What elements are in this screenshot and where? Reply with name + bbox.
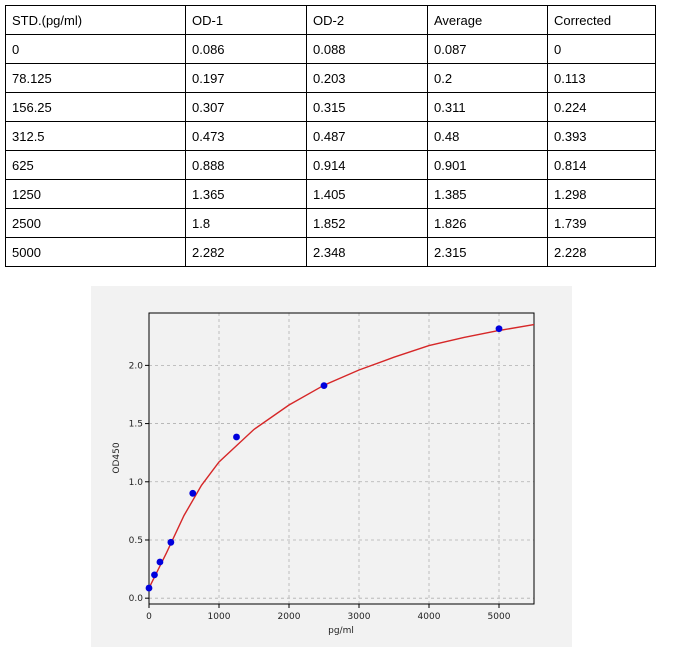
- y-tick-label: 2.0: [129, 361, 144, 371]
- x-tick-label: 1000: [208, 612, 231, 622]
- chart-background: [91, 286, 572, 647]
- x-tick-label: 3000: [348, 612, 371, 622]
- table-row: 2500 1.8 1.852 1.826 1.739: [5, 208, 656, 238]
- table-row: 156.25 0.307 0.315 0.311 0.224: [5, 92, 656, 122]
- table-cell: 0.2: [427, 63, 548, 93]
- data-point: [167, 538, 175, 546]
- table-header-cell: OD-1: [185, 5, 307, 35]
- table-cell: 0.113: [547, 63, 656, 93]
- table-cell: 1.739: [547, 208, 656, 238]
- table-cell: 0.48: [427, 121, 548, 151]
- table-cell: 2500: [5, 208, 186, 238]
- x-tick-label: 4000: [418, 612, 441, 622]
- data-point: [233, 433, 240, 441]
- table-header-cell: OD-2: [306, 5, 428, 35]
- table-cell: 2.348: [306, 237, 428, 267]
- table-cell: 0.087: [427, 34, 548, 64]
- x-axis-label: pg/ml: [328, 626, 354, 636]
- table-row: 78.125 0.197 0.203 0.2 0.113: [5, 63, 656, 93]
- table-cell: 78.125: [5, 63, 186, 93]
- x-tick-label: 5000: [488, 612, 511, 622]
- table-cell: 5000: [5, 237, 186, 267]
- data-point: [156, 558, 164, 566]
- table-cell: 0: [5, 34, 186, 64]
- table-row: 0 0.086 0.088 0.087 0: [5, 34, 656, 64]
- table-cell: 0.197: [185, 63, 307, 93]
- grid-lines: [148, 313, 534, 604]
- table-cell: 1.8: [185, 208, 307, 238]
- table-cell: 2.282: [185, 237, 307, 267]
- table-cell: 0.393: [547, 121, 656, 151]
- x-tick-label: 0: [146, 612, 152, 622]
- standard-curve-table: STD.(pg/ml) OD-1 OD-2 Average Corrected 0 0.08…: [5, 5, 656, 267]
- data-point: [495, 325, 503, 333]
- table-cell: 0.203: [306, 63, 428, 93]
- y-tick-label: 0.0: [129, 594, 144, 604]
- table-row: 5000 2.282 2.348 2.315 2.228: [5, 237, 656, 267]
- data-point: [145, 584, 153, 592]
- table-cell: 1.385: [427, 179, 548, 209]
- y-axis-label: OD450: [112, 442, 122, 473]
- data-point: [189, 489, 197, 497]
- y-tick-label: 1.5: [129, 420, 143, 430]
- table-cell: 0.311: [427, 92, 548, 122]
- table-cell: 1.298: [547, 179, 656, 209]
- table-row: 625 0.888 0.914 0.901 0.814: [5, 150, 656, 180]
- fit-curve-line: [148, 323, 535, 589]
- table-header-cell: STD.(pg/ml): [5, 5, 186, 35]
- table-cell: 2.315: [427, 237, 548, 267]
- table-cell: 0.888: [185, 150, 307, 180]
- table-cell: 1.405: [306, 179, 428, 209]
- table-row: 1250 1.365 1.405 1.385 1.298: [5, 179, 656, 209]
- table-cell: 0.914: [306, 150, 428, 180]
- table-cell: 0.307: [185, 92, 307, 122]
- table-cell: 0: [547, 34, 656, 64]
- table-cell: 0.088: [306, 34, 428, 64]
- table-cell: 0.086: [185, 34, 307, 64]
- data-point: [320, 382, 328, 390]
- table-cell: 1250: [5, 179, 186, 209]
- table-cell: 625: [5, 150, 186, 180]
- table-cell: 2.228: [547, 237, 656, 267]
- table-header-cell: Corrected: [547, 5, 656, 35]
- standard-curve-chart: 0 1000 2000 3000 4000 5000 0.0 0.5 1.0 1.5 2.0 pg/…: [112, 312, 535, 636]
- plot-frame: [148, 312, 535, 605]
- table-cell: 0.315: [306, 92, 428, 122]
- table-cell: 156.25: [5, 92, 186, 122]
- table-cell: 0.487: [306, 121, 428, 151]
- table-cell: 0.224: [547, 92, 656, 122]
- table-cell: 0.473: [185, 121, 307, 151]
- table-cell: 1.852: [306, 208, 428, 238]
- table-cell: 1.826: [427, 208, 548, 238]
- table-header-cell: Average: [427, 5, 548, 35]
- x-tick-label: 2000: [278, 612, 301, 622]
- y-tick-label: 0.5: [129, 536, 143, 546]
- table-cell: 312.5: [5, 121, 186, 151]
- data-point: [151, 571, 158, 579]
- table-row: 312.5 0.473 0.487 0.48 0.393: [5, 121, 656, 151]
- table-cell: 0.901: [427, 150, 548, 180]
- table-cell: 0.814: [547, 150, 656, 180]
- table-header-row: STD.(pg/ml) OD-1 OD-2 Average Corrected: [5, 5, 656, 35]
- y-tick-label: 1.0: [129, 478, 144, 488]
- table-cell: 1.365: [185, 179, 307, 209]
